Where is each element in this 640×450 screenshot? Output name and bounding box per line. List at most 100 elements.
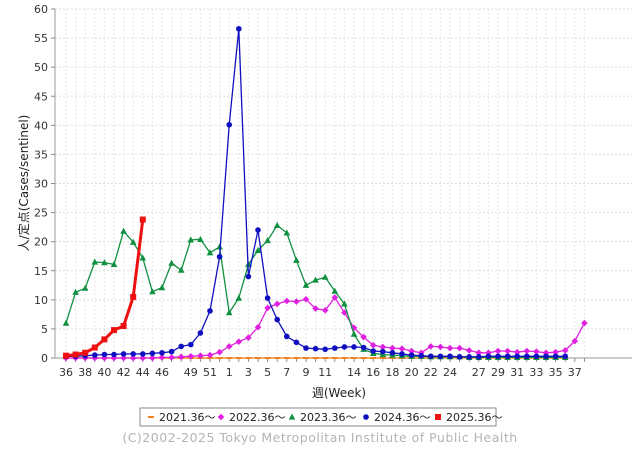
- data-point: [312, 357, 319, 359]
- data-point: [177, 266, 185, 273]
- data-point: [389, 349, 396, 356]
- data-point: [110, 260, 118, 267]
- data-point: [254, 246, 262, 253]
- data-point: [63, 352, 69, 359]
- data-point: [533, 353, 540, 360]
- copyright-text: (C)2002-2025 Tokyo Metropolitan Institut…: [122, 430, 518, 445]
- x-tick-label: 24: [443, 366, 457, 379]
- data-point: [331, 294, 339, 301]
- data-point: [370, 357, 377, 359]
- data-point: [350, 324, 358, 332]
- data-point: [158, 284, 166, 291]
- x-tick-label: 49: [184, 366, 198, 379]
- data-point: [283, 229, 291, 236]
- data-point: [197, 330, 204, 336]
- data-point: [139, 254, 147, 261]
- data-point: [284, 333, 290, 340]
- data-point: [216, 348, 223, 356]
- data-point: [92, 352, 98, 358]
- data-point: [504, 347, 511, 355]
- data-point: [62, 319, 70, 326]
- data-point: [72, 288, 79, 295]
- data-point: [437, 353, 444, 360]
- x-tick-label: 20: [405, 366, 419, 379]
- x-tick-label: 33: [529, 366, 543, 379]
- data-point: [399, 351, 405, 357]
- y-tick-label: 40: [34, 119, 48, 132]
- legend-label: 2021.36〜: [159, 411, 216, 424]
- y-tick-label: 5: [41, 323, 48, 336]
- legend: 2021.36〜 2022.36〜 2023.36〜 2024.36〜 2025.36〜: [139, 407, 503, 427]
- legend-marker: [148, 416, 154, 418]
- data-point: [255, 227, 261, 233]
- data-point: [476, 354, 482, 360]
- x-tick-label: 11: [318, 366, 332, 379]
- data-point: [533, 348, 540, 355]
- data-point: [216, 243, 223, 250]
- data-point: [571, 337, 579, 345]
- series-202236: [62, 294, 588, 362]
- x-tick-label: 42: [117, 366, 131, 379]
- y-tick-label: 60: [34, 3, 48, 16]
- y-tick-label: 0: [41, 352, 48, 365]
- x-tick-label: 27: [472, 366, 486, 379]
- data-point: [322, 346, 329, 353]
- legend-label: 2025.36〜: [446, 411, 503, 424]
- data-point: [389, 344, 396, 352]
- data-point: [427, 343, 435, 350]
- x-tick-label: 16: [366, 366, 380, 379]
- data-point: [255, 357, 261, 359]
- data-point: [303, 345, 309, 351]
- y-tick-label: 10: [34, 294, 48, 307]
- legend-marker: [363, 414, 369, 420]
- series-202536: [63, 216, 146, 359]
- data-point: [408, 352, 415, 358]
- data-point: [188, 341, 194, 348]
- data-point: [495, 353, 501, 360]
- data-point: [494, 347, 502, 355]
- data-point: [120, 351, 127, 357]
- data-point: [302, 295, 310, 303]
- data-point: [303, 357, 309, 359]
- x-tick-label: 38: [78, 366, 92, 379]
- x-tick-label: 44: [136, 366, 150, 379]
- legend-marker: [217, 413, 225, 421]
- data-point: [321, 307, 329, 314]
- legend-marker: [288, 413, 296, 420]
- data-point: [254, 323, 262, 331]
- data-point: [149, 288, 156, 295]
- data-point: [168, 348, 175, 355]
- data-point: [312, 345, 319, 352]
- data-point: [341, 357, 348, 359]
- data-point: [274, 357, 281, 359]
- grid-lines: [55, 8, 632, 359]
- data-point: [158, 354, 166, 361]
- data-point: [351, 357, 357, 359]
- x-tick-label: 3: [245, 366, 252, 379]
- x-tick-label: 18: [385, 366, 399, 379]
- data-point: [111, 327, 117, 334]
- data-point: [177, 353, 185, 361]
- data-point: [293, 339, 300, 346]
- data-point: [456, 354, 463, 360]
- data-point: [456, 344, 463, 352]
- x-tick-label: 35: [549, 366, 563, 379]
- x-tick-label: 7: [283, 366, 290, 379]
- data-point: [245, 334, 252, 341]
- data-point: [187, 352, 195, 360]
- data-point: [130, 293, 137, 300]
- x-tick-label: 9: [303, 366, 310, 379]
- data-point: [293, 256, 300, 263]
- data-point: [379, 357, 386, 359]
- legend-box: [139, 407, 497, 427]
- data-point: [207, 308, 213, 314]
- data-point: [341, 309, 348, 316]
- x-tick-label: 14: [347, 366, 361, 379]
- x-tick-label: 36: [59, 366, 73, 379]
- data-point: [245, 357, 252, 359]
- y-tick-label: 30: [34, 178, 48, 191]
- legend-marker: [435, 414, 441, 420]
- data-point: [82, 349, 89, 356]
- data-point: [168, 259, 175, 266]
- data-point: [283, 297, 291, 305]
